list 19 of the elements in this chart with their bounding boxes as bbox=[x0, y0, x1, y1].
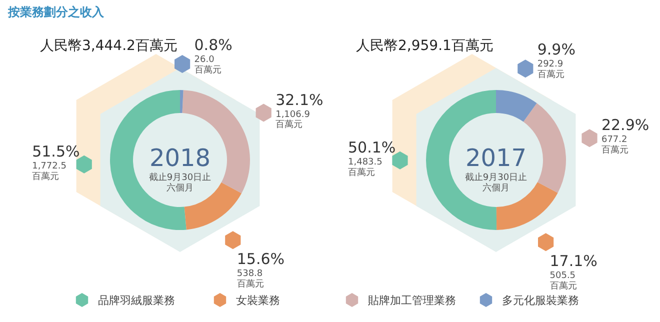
data-label: 50.1% 1,483.5 百萬元 bbox=[348, 138, 396, 178]
text: 截止9月30日止六個月 bbox=[464, 172, 528, 194]
data-label: 17.1% 505.5 百萬元 bbox=[550, 252, 598, 292]
data-label: 15.6% 538.8 百萬元 bbox=[236, 250, 285, 290]
data-label: 22.9% 677.2 百萬元 bbox=[601, 116, 650, 156]
data-label: 51.5% 1,772.5 百萬元 bbox=[32, 142, 80, 182]
data-label: 32.1% 1,106.9 百萬元 bbox=[276, 90, 324, 130]
legend-label: 女裝業務 bbox=[236, 294, 280, 307]
legend-label: 貼牌加工管理業務 bbox=[368, 294, 456, 307]
legend-label: 品牌羽絨服業務 bbox=[98, 294, 175, 307]
data-label: 0.8% 26.0 百萬元 bbox=[194, 36, 232, 76]
legend-label: 多元化服裝業務 bbox=[502, 294, 579, 307]
text: 2017 bbox=[465, 144, 527, 172]
text: 按業務劃分之收入 bbox=[7, 5, 105, 19]
chart-subtitle: 人民幣3,444.2百萬元 bbox=[40, 38, 178, 54]
data-label: 9.9% 292.9 百萬元 bbox=[537, 40, 576, 80]
chart-subtitle: 人民幣2,959.1百萬元 bbox=[356, 38, 494, 54]
text: 2018 bbox=[149, 144, 211, 172]
text: 截止9月30日止六個月 bbox=[148, 172, 212, 194]
